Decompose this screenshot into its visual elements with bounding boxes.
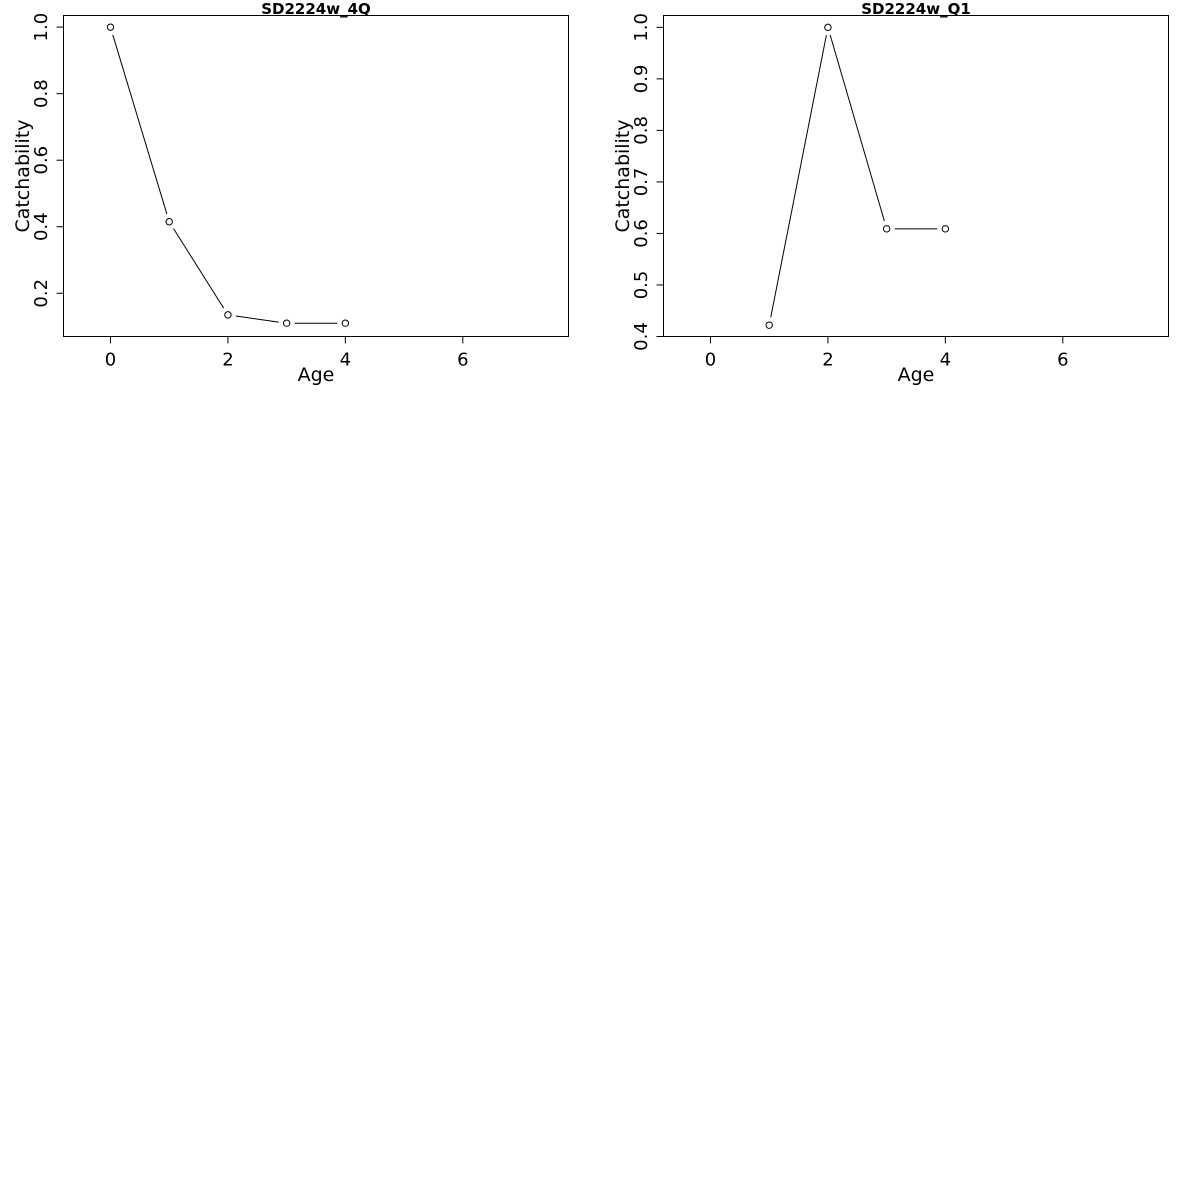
x-tick-label: 0 bbox=[105, 350, 116, 371]
y-tick-label: 0.4 bbox=[631, 322, 652, 351]
x-tick-label: 6 bbox=[457, 350, 468, 371]
data-point bbox=[282, 319, 291, 327]
data-point bbox=[941, 225, 950, 233]
y-tick-label: 0.8 bbox=[31, 79, 52, 108]
y-axis-label: Catchability bbox=[12, 119, 34, 232]
line-segment bbox=[829, 34, 885, 222]
data-point bbox=[882, 225, 891, 233]
data-point bbox=[106, 23, 115, 31]
panel-sd2224w-4q: SD2224w_4Q 0 2 4 6 0.2 0.4 0.6 0.8 1.0 Age Catc… bbox=[12, 0, 569, 386]
x-tick-label: 0 bbox=[705, 350, 716, 371]
data-point bbox=[824, 23, 832, 32]
y-tick-label: 0.5 bbox=[631, 271, 652, 300]
y-tick-label: 0.6 bbox=[631, 219, 652, 248]
data-point bbox=[165, 218, 173, 226]
line-segment bbox=[770, 35, 827, 318]
x-axis-label: Age bbox=[298, 364, 335, 386]
y-tick-label: 1.0 bbox=[31, 13, 52, 42]
y-tick-label: 0.7 bbox=[631, 168, 652, 197]
x-tick-label: 2 bbox=[222, 350, 233, 371]
y-tick-label: 0.2 bbox=[31, 279, 52, 308]
x-tick-label: 6 bbox=[1057, 350, 1068, 371]
y-tick-label: 0.8 bbox=[631, 116, 652, 145]
data-point bbox=[765, 321, 773, 329]
panel-title: SD2224w_Q1 bbox=[861, 0, 971, 18]
x-tick-label: 2 bbox=[822, 350, 833, 371]
data-point bbox=[341, 319, 350, 327]
line-segment bbox=[173, 228, 225, 309]
y-tick-label: 0.4 bbox=[31, 212, 52, 241]
data-series bbox=[106, 23, 350, 327]
y-tick-label: 0.6 bbox=[31, 146, 52, 175]
y-axis: 0.4 0.5 0.6 0.7 0.8 0.9 1.0 bbox=[631, 13, 664, 351]
y-tick-label: 1.0 bbox=[631, 13, 652, 42]
panel-sd2224w-q1: SD2224w_Q1 0 2 4 6 0.4 0.5 0.6 0.7 0.8 0.9 1.0 Ag… bbox=[612, 0, 1169, 386]
panel-title: SD2224w_4Q bbox=[261, 0, 371, 18]
data-point bbox=[224, 311, 232, 319]
x-axis: 0 2 4 6 bbox=[705, 336, 1069, 371]
y-tick-label: 0.9 bbox=[631, 65, 652, 94]
y-axis: 0.2 0.4 0.6 0.8 1.0 bbox=[31, 13, 64, 308]
x-axis: 0 2 4 6 bbox=[105, 336, 469, 371]
data-series bbox=[765, 23, 950, 329]
y-axis-label: Catchability bbox=[612, 119, 634, 232]
line-segment bbox=[112, 34, 168, 215]
line-segment bbox=[235, 315, 279, 323]
x-tick-label: 4 bbox=[940, 350, 951, 371]
x-tick-label: 4 bbox=[340, 350, 351, 371]
x-axis-label: Age bbox=[898, 364, 935, 386]
